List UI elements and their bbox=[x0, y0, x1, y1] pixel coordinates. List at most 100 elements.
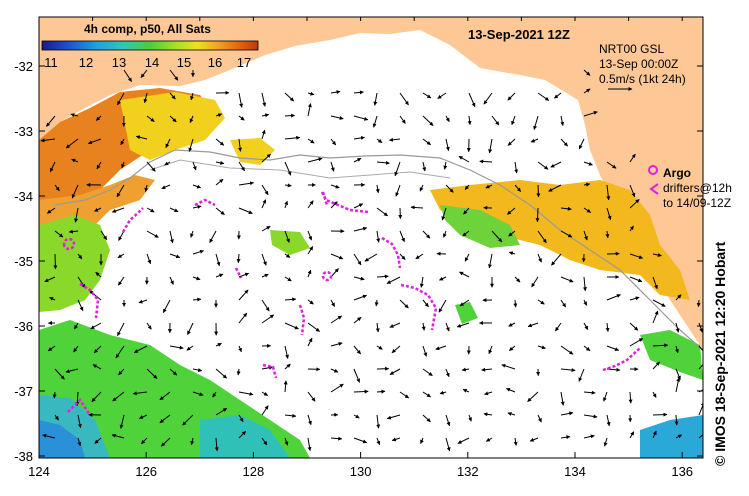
current-vector bbox=[560, 115, 565, 126]
map-title: 13-Sep-2021 12Z bbox=[468, 27, 570, 42]
current-vector bbox=[583, 345, 591, 352]
current-vector bbox=[159, 414, 171, 424]
current-vector bbox=[445, 115, 450, 123]
colorbar-title: 4h comp, p50, All Sats bbox=[84, 22, 211, 36]
current-vector bbox=[481, 367, 493, 372]
x-tick-label: 132 bbox=[457, 464, 479, 479]
sst-green-mid bbox=[270, 230, 310, 255]
current-vector bbox=[192, 161, 197, 171]
x-tick-label: 134 bbox=[564, 464, 586, 479]
current-vector bbox=[93, 345, 102, 354]
current-vector bbox=[439, 390, 447, 395]
current-vector bbox=[284, 413, 297, 418]
current-vector bbox=[169, 276, 174, 285]
current-vector bbox=[583, 230, 588, 241]
current-vector bbox=[169, 230, 174, 244]
current-vector bbox=[514, 184, 522, 192]
current-vector bbox=[77, 253, 83, 260]
current-vector bbox=[71, 184, 79, 199]
current-vector bbox=[513, 437, 518, 446]
current-vector bbox=[508, 251, 516, 256]
current-vector bbox=[284, 297, 297, 302]
argo-track bbox=[298, 304, 306, 336]
current-vector bbox=[399, 92, 409, 106]
current-vector bbox=[71, 158, 79, 163]
current-vector bbox=[420, 437, 424, 444]
current-vector bbox=[215, 407, 228, 416]
current-vector bbox=[65, 368, 79, 374]
current-vector bbox=[551, 253, 562, 266]
current-vector bbox=[458, 155, 470, 163]
current-vector bbox=[77, 414, 82, 429]
current-vector bbox=[483, 412, 493, 417]
current-vector bbox=[652, 391, 657, 398]
current-vector bbox=[112, 391, 125, 402]
current-vector bbox=[215, 368, 228, 379]
current-vector bbox=[445, 414, 451, 427]
current-vector bbox=[118, 230, 125, 241]
current-vector bbox=[284, 135, 301, 140]
current-vector bbox=[652, 310, 659, 324]
current-vector bbox=[353, 345, 361, 355]
current-vector bbox=[140, 437, 148, 445]
current-vector bbox=[629, 431, 635, 439]
current-vector bbox=[537, 345, 546, 350]
current-vector bbox=[583, 299, 588, 306]
current-vector bbox=[391, 345, 401, 354]
current-vector bbox=[435, 345, 447, 351]
current-vector bbox=[238, 345, 242, 353]
current-vector bbox=[527, 322, 539, 328]
current-vector bbox=[192, 276, 201, 281]
current-vector bbox=[652, 299, 666, 307]
current-vector bbox=[443, 161, 448, 170]
current-reference-legend: NRT00 GSL 13-Sep 00:00Z 0.5m/s (1kt 24h) bbox=[599, 42, 686, 87]
current-vector bbox=[95, 271, 102, 278]
current-vector bbox=[353, 135, 365, 140]
current-vector bbox=[605, 230, 610, 239]
current-vector bbox=[46, 115, 56, 127]
current-vector bbox=[73, 345, 79, 353]
current-vector bbox=[144, 184, 149, 192]
argo-track bbox=[79, 282, 100, 319]
y-tick-label: -33 bbox=[14, 124, 33, 139]
reference-line: 0.5m/s (1kt 24h) bbox=[599, 72, 686, 86]
current-vector bbox=[47, 345, 56, 352]
current-vector bbox=[652, 430, 657, 439]
current-vector bbox=[560, 299, 567, 308]
current-vector bbox=[215, 160, 225, 165]
current-vector bbox=[121, 161, 125, 169]
current-vector bbox=[389, 368, 401, 375]
current-vector bbox=[169, 207, 179, 213]
current-vector bbox=[161, 184, 171, 190]
current-vector bbox=[261, 92, 267, 107]
current-vector bbox=[652, 343, 669, 348]
current-vector bbox=[364, 253, 378, 262]
current-vector bbox=[284, 92, 295, 102]
current-vector bbox=[238, 207, 253, 214]
current-vector bbox=[560, 368, 576, 373]
current-vector bbox=[215, 113, 223, 118]
current-vector bbox=[583, 434, 595, 439]
current-vector bbox=[488, 345, 493, 355]
current-vector bbox=[353, 316, 362, 324]
sst-yellow-east bbox=[430, 180, 690, 300]
current-vector bbox=[261, 299, 270, 312]
current-vector bbox=[238, 312, 248, 324]
sst-teal-south bbox=[200, 415, 290, 458]
current-vector bbox=[44, 276, 56, 283]
current-vector bbox=[507, 412, 516, 416]
shelf-contour bbox=[54, 149, 703, 351]
current-vector bbox=[485, 437, 493, 442]
current-vector bbox=[238, 289, 249, 301]
current-vector bbox=[169, 368, 178, 376]
current-vector bbox=[261, 199, 267, 209]
current-vector bbox=[530, 138, 539, 143]
current-vector bbox=[146, 253, 152, 265]
current-vector bbox=[508, 322, 516, 327]
current-vector bbox=[399, 115, 406, 124]
current-vector bbox=[422, 138, 431, 146]
current-vector bbox=[283, 380, 288, 393]
current-vector bbox=[77, 276, 86, 289]
current-vector bbox=[169, 253, 181, 259]
current-vector bbox=[376, 207, 389, 217]
